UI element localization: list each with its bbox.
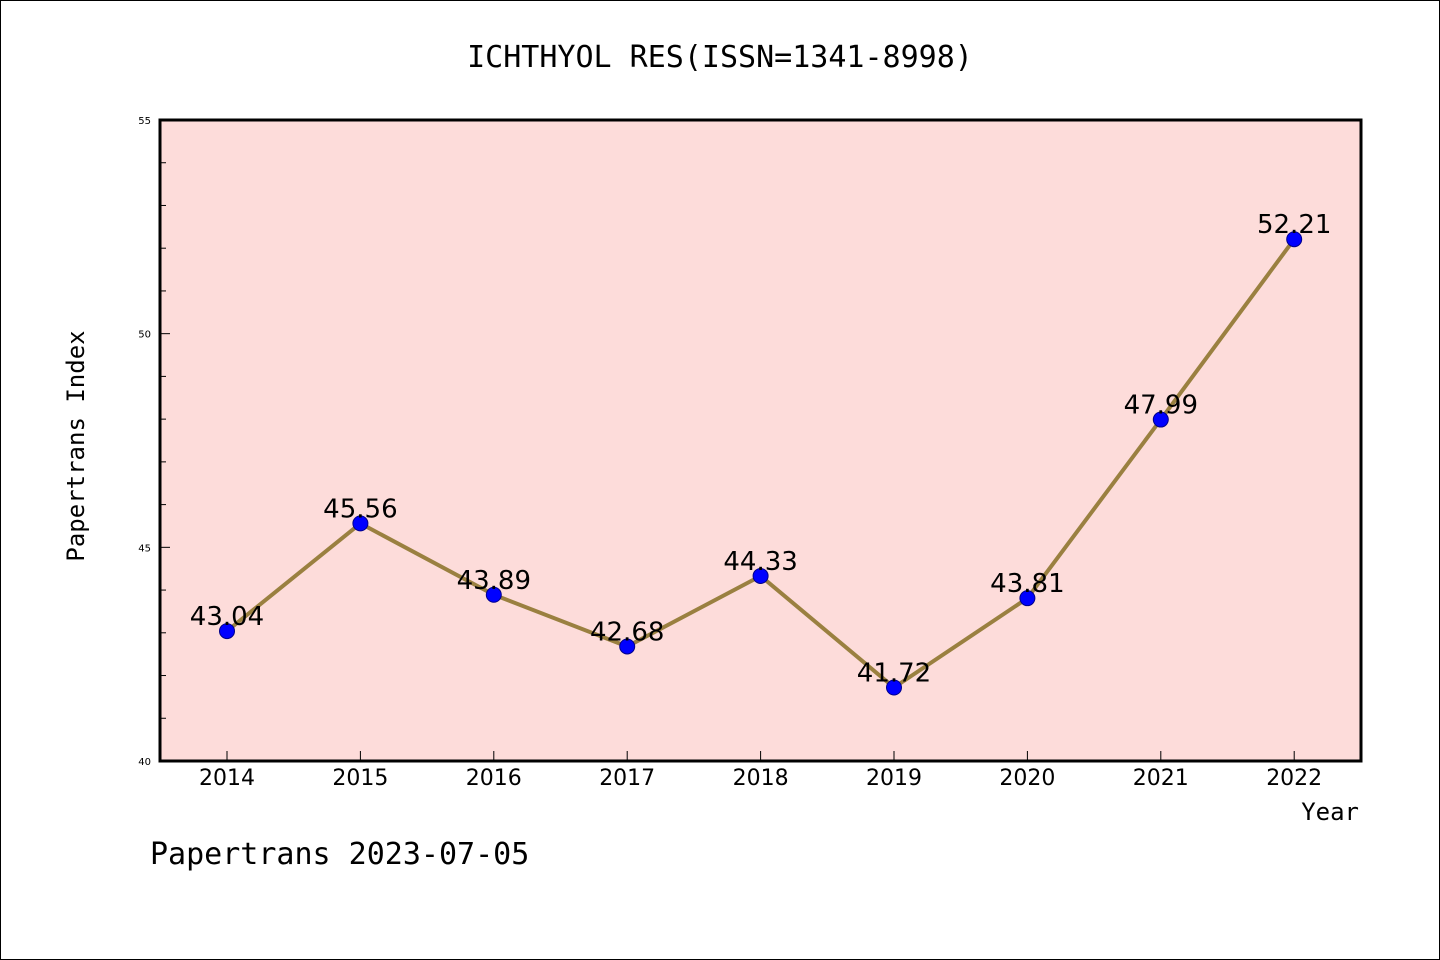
y-tick-label: 40	[138, 757, 151, 768]
data-label: 45.56	[323, 494, 397, 524]
plot-area	[158, 118, 1363, 763]
data-label: 41.72	[857, 658, 931, 688]
x-axis-label: Year	[1301, 798, 1359, 826]
x-tick-label: 2020	[999, 766, 1055, 791]
data-label: 43.04	[190, 602, 264, 632]
data-label: 44.33	[723, 547, 797, 577]
x-tick-label: 2015	[332, 766, 388, 791]
y-axis-ticks: 40 45 50 55	[138, 116, 170, 768]
x-tick-label: 2017	[599, 766, 655, 791]
y-tick-label: 45	[138, 543, 151, 554]
data-label: 43.89	[457, 566, 531, 596]
y-tick-label: 55	[138, 116, 151, 127]
x-tick-label: 2018	[733, 766, 789, 791]
data-point-marker	[352, 515, 369, 532]
data-point-marker	[619, 638, 636, 655]
y-tick-label: 50	[138, 330, 151, 341]
data-point-marker	[219, 623, 235, 640]
x-tick-label: 2022	[1266, 766, 1322, 791]
data-point-marker	[1286, 231, 1303, 248]
series-layer: 43.04 45.56 43.89 42.68 44.33 41.72 43.81 47.99…	[190, 210, 1331, 696]
data-point-marker	[1152, 411, 1169, 428]
x-tick-label: 2014	[199, 766, 255, 791]
data-label: 42.68	[590, 617, 664, 647]
data-label: 43.81	[990, 569, 1064, 599]
x-tick-label: 2019	[866, 766, 922, 791]
data-label: 47.99	[1124, 391, 1198, 421]
data-point-marker	[1019, 590, 1036, 607]
chart-title: ICHTHYOL RES(ISSN=1341-8998)	[467, 40, 973, 75]
y-axis-label: Papertrans Index	[62, 330, 90, 561]
x-axis-ticks: 2014 2015 2016 2017 2018 2019 2020 2021 2022	[199, 751, 1322, 791]
footer-date-label: Papertrans 2023-07-05	[150, 837, 529, 872]
x-tick-label: 2016	[466, 766, 522, 791]
x-tick-label: 2021	[1133, 766, 1189, 791]
data-point-marker	[485, 586, 502, 603]
data-point-marker	[886, 679, 902, 696]
data-point-marker	[752, 567, 769, 584]
data-label: 52.21	[1257, 210, 1331, 240]
